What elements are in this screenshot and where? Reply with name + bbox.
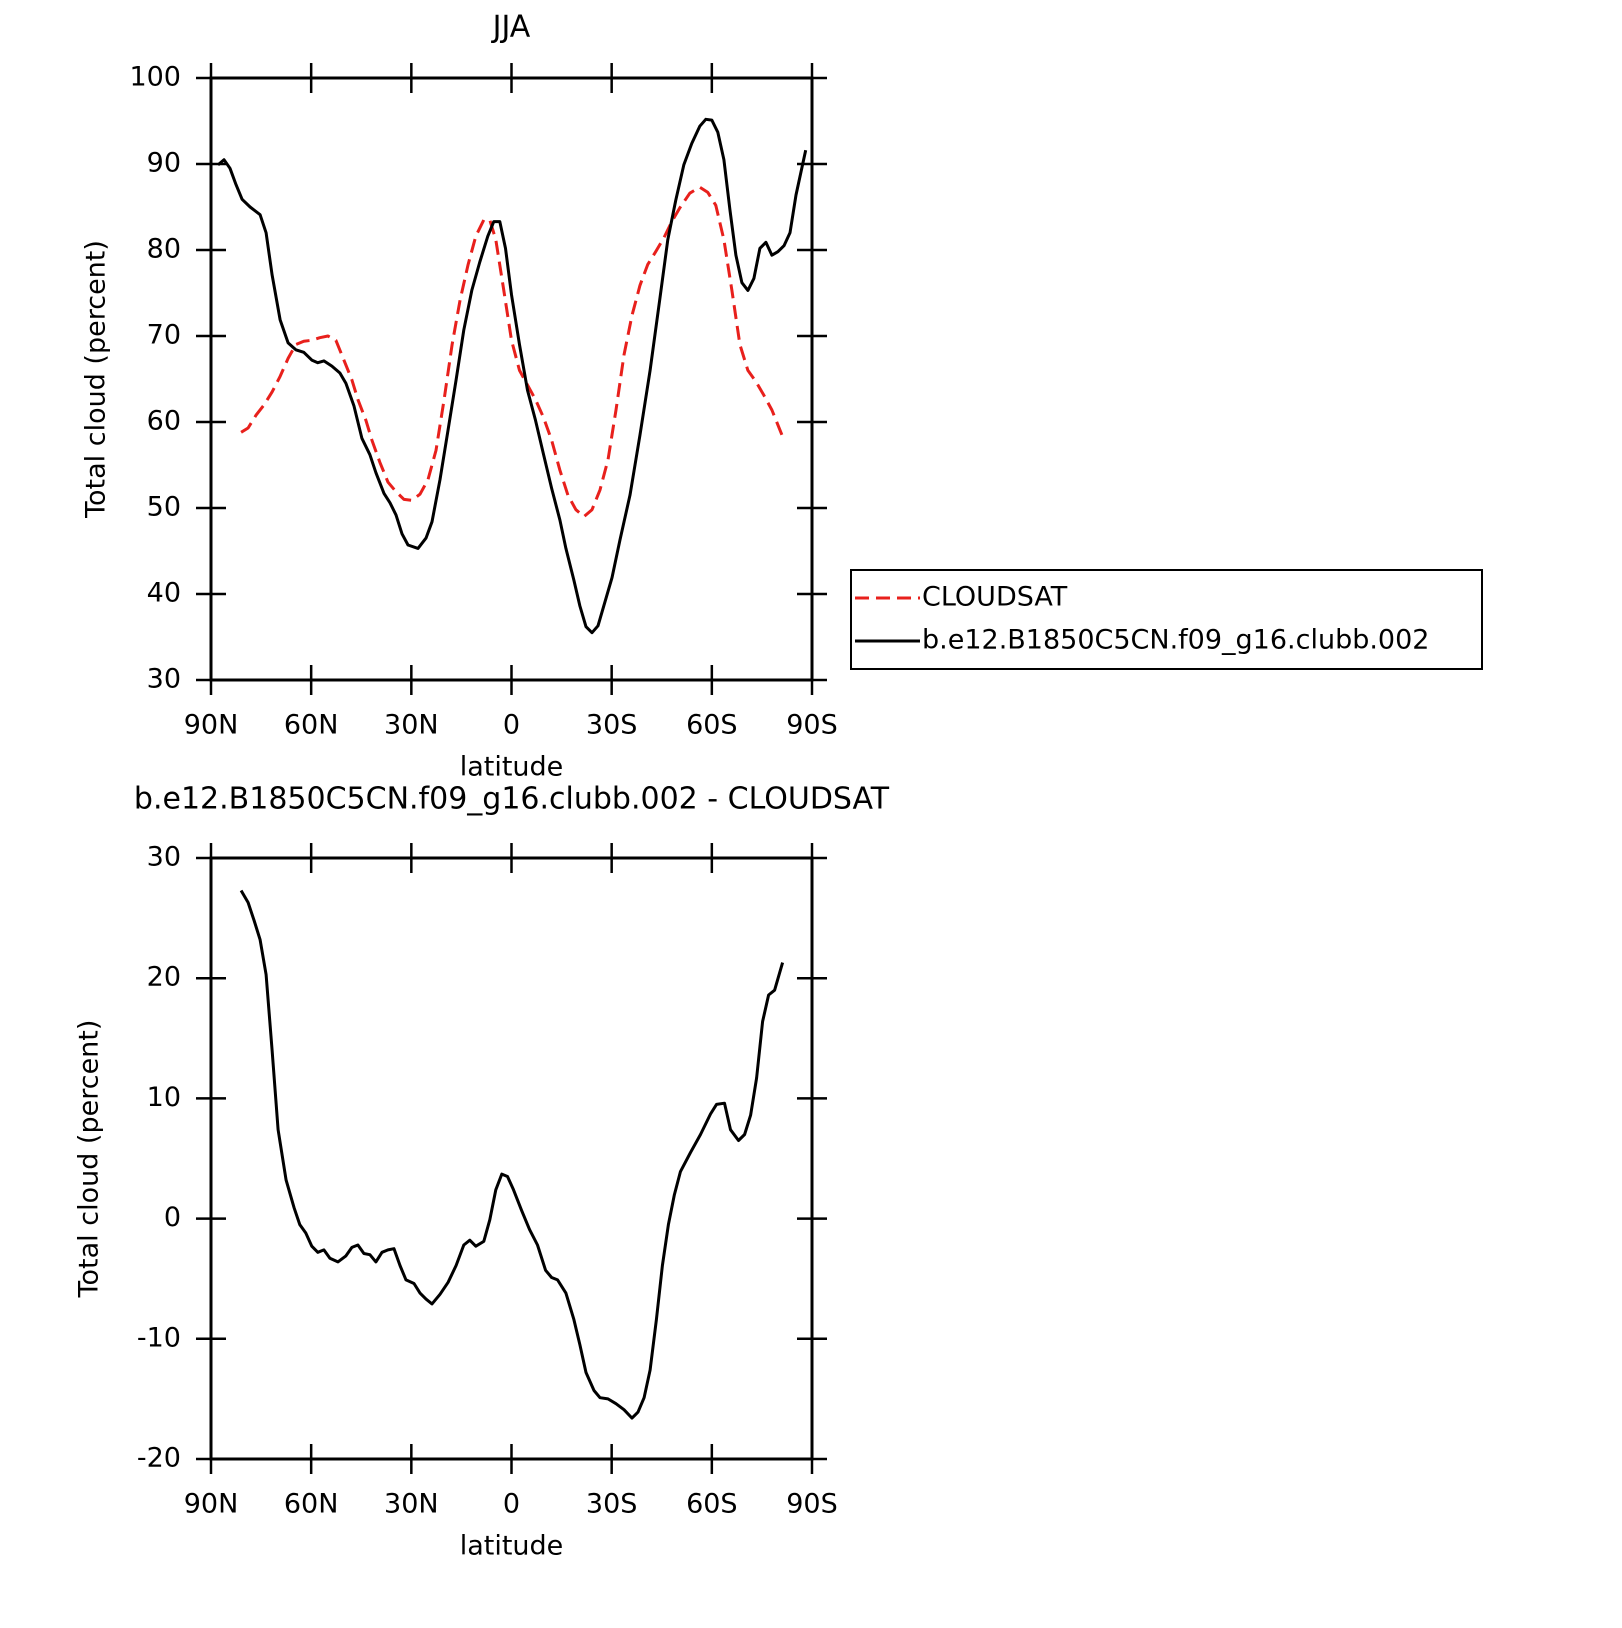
y-tick-label: 80 xyxy=(147,234,181,265)
x-tick-label: 90S xyxy=(786,1489,838,1520)
data-line xyxy=(239,889,785,1420)
legend-label: b.e12.B1850C5CN.f09_g16.clubb.002 xyxy=(922,625,1429,656)
y-axis-label: Total cloud (percent) xyxy=(81,240,112,519)
x-axis-label: latitude xyxy=(460,752,564,783)
x-tick-label: 60N xyxy=(284,1489,339,1520)
y-tick-label: 100 xyxy=(129,62,181,93)
x-tick-label: 0 xyxy=(503,1489,520,1520)
x-tick-label: 60S xyxy=(686,1489,738,1520)
y-tick-label: -20 xyxy=(137,1443,181,1474)
plot-frame xyxy=(209,76,814,682)
x-tick-label: 30S xyxy=(586,1489,638,1520)
x-tick-label: 30N xyxy=(384,1489,439,1520)
x-tick-label: 30S xyxy=(586,710,638,741)
y-tick-label: 90 xyxy=(147,148,181,179)
data-line xyxy=(217,117,808,635)
x-tick-label: 90S xyxy=(786,710,838,741)
chart-title: b.e12.B1850C5CN.f09_g16.clubb.002 - CLOU… xyxy=(134,782,890,817)
y-tick-label: 10 xyxy=(147,1082,181,1113)
y-tick-label: 60 xyxy=(147,406,181,437)
y-tick-label: 30 xyxy=(147,842,181,873)
legend-box xyxy=(850,569,1483,670)
y-axis-label: Total cloud (percent) xyxy=(74,1020,105,1299)
x-tick-label: 30N xyxy=(384,710,439,741)
legend-label: CLOUDSAT xyxy=(922,582,1068,613)
x-tick-label: 90N xyxy=(184,1489,239,1520)
y-tick-label: -10 xyxy=(137,1322,181,1353)
x-tick-label: 60S xyxy=(686,710,738,741)
chart-title: JJA xyxy=(491,10,531,45)
y-tick-label: 30 xyxy=(147,664,181,695)
plot-frame xyxy=(209,856,814,1461)
y-tick-label: 0 xyxy=(164,1202,181,1233)
x-tick-label: 0 xyxy=(503,710,520,741)
x-tick-label: 90N xyxy=(184,710,239,741)
y-tick-label: 40 xyxy=(147,578,181,609)
x-tick-label: 60N xyxy=(284,710,339,741)
y-tick-label: 50 xyxy=(147,492,181,523)
x-axis-label: latitude xyxy=(460,1531,564,1562)
y-tick-label: 20 xyxy=(147,962,181,993)
y-tick-label: 70 xyxy=(147,320,181,351)
data-line xyxy=(240,185,784,519)
